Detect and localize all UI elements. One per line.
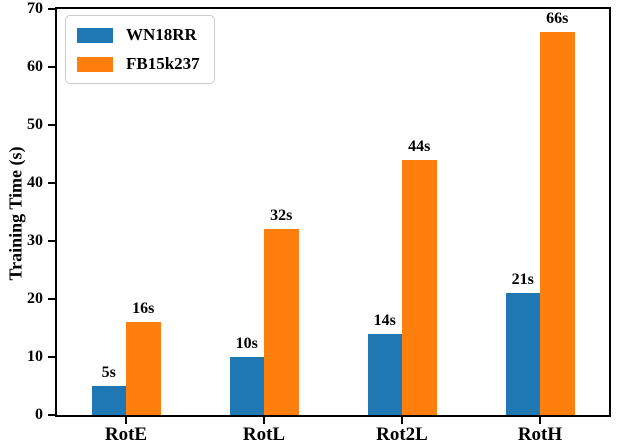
y-tick-mark	[48, 356, 55, 358]
y-tick-mark	[48, 414, 55, 416]
y-tick-label: 60	[27, 58, 43, 75]
y-tick-mark	[48, 8, 55, 10]
bar-value-label: 14s	[373, 311, 396, 329]
y-tick-label: 30	[27, 232, 43, 249]
bar-value-label: 16s	[132, 300, 155, 318]
y-tick-mark	[48, 124, 55, 126]
bar-value-label: 66s	[546, 10, 569, 28]
legend-item-wn18rr: WN18RR	[77, 25, 200, 45]
bar-fb15k237-roth	[540, 32, 575, 415]
x-tick-label: RotL	[242, 424, 286, 444]
x-tick-mark	[539, 417, 541, 424]
y-tick-label: 0	[35, 406, 43, 423]
x-tick-mark	[125, 417, 127, 424]
y-tick-mark	[48, 298, 55, 300]
y-tick-label: 40	[27, 174, 43, 191]
y-tick-label: 10	[27, 348, 43, 365]
bar-fb15k237-rotl	[264, 229, 299, 415]
plot-area: WN18RR FB15k237 0 10 20 30 40 50 60 70 5s 16s RotE 1…	[27, 0, 611, 444]
y-tick-label: 50	[27, 116, 43, 133]
bar-fb15k237-rote	[126, 322, 161, 415]
bar-fb15k237-rot2l	[402, 159, 437, 415]
legend-item-fb15k237: FB15k237	[77, 54, 200, 74]
legend-label: FB15k237	[126, 54, 200, 73]
y-axis-title: Training Time (s)	[5, 146, 26, 281]
y-tick-mark	[48, 240, 55, 242]
legend: WN18RR FB15k237	[65, 15, 215, 84]
bar-wn18rr-rotl	[229, 357, 264, 415]
x-tick-label: RotE	[104, 424, 148, 444]
bar-wn18rr-roth	[505, 293, 540, 415]
x-tick-mark	[263, 417, 265, 424]
legend-swatch-icon	[77, 56, 113, 72]
bar-value-label: 21s	[511, 271, 534, 289]
bar-value-label: 5s	[101, 364, 116, 381]
legend-label: WN18RR	[126, 25, 197, 44]
legend-swatch-icon	[77, 27, 113, 43]
bar-value-label: 44s	[408, 137, 431, 155]
bar-wn18rr-rote	[91, 386, 126, 415]
x-tick-label: RotH	[517, 424, 563, 444]
x-tick-label: Rot2L	[376, 424, 428, 444]
y-tick-mark	[48, 66, 55, 68]
bar-wn18rr-rot2l	[367, 333, 402, 415]
bar-value-label: 32s	[270, 207, 293, 225]
y-tick-mark	[48, 182, 55, 184]
y-tick-label: 20	[27, 290, 43, 307]
y-tick-label: 70	[27, 0, 43, 17]
bar-value-label: 10s	[235, 335, 258, 352]
x-tick-mark	[401, 417, 403, 424]
